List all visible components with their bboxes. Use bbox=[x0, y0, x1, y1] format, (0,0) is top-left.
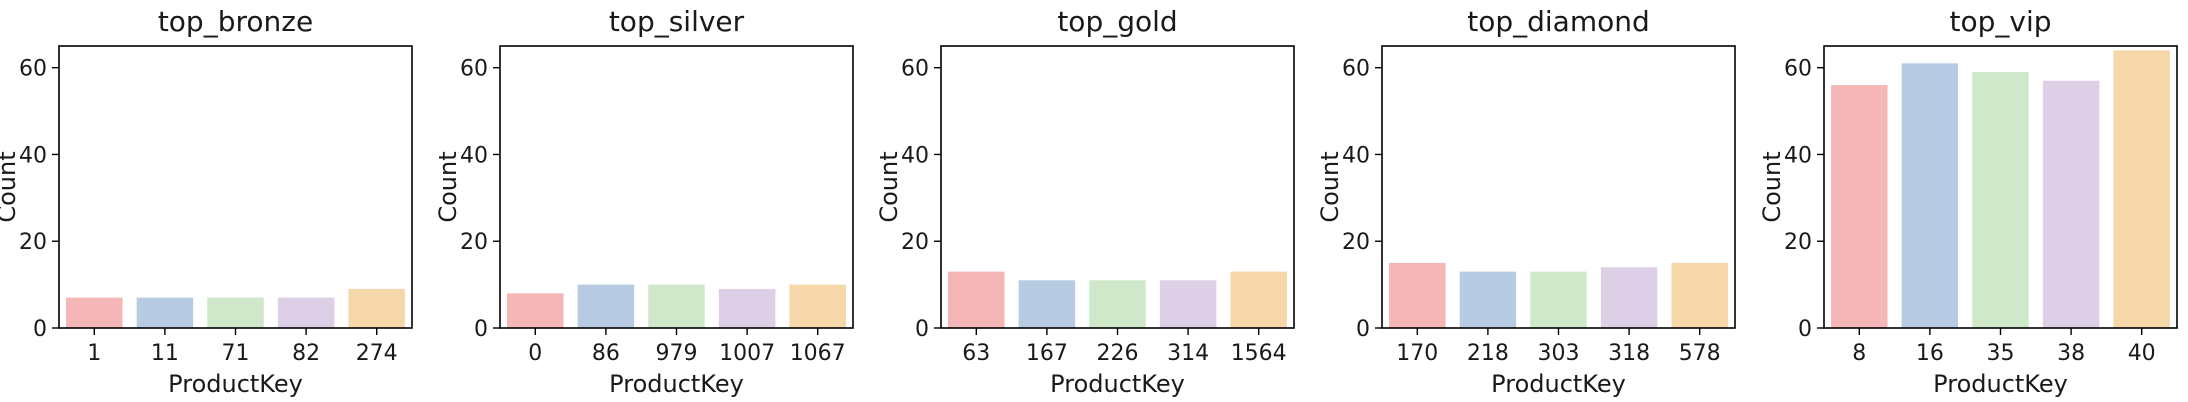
y-tick-label: 40 bbox=[460, 143, 488, 168]
y-axis-label: Count bbox=[1316, 151, 1344, 222]
y-tick-label: 60 bbox=[1784, 57, 1812, 82]
bar-1067 bbox=[789, 284, 846, 328]
x-tick-label: 578 bbox=[1679, 341, 1721, 366]
y-tick-label: 20 bbox=[1342, 230, 1370, 255]
x-tick-label: 226 bbox=[1097, 341, 1139, 366]
plot-frame bbox=[499, 45, 854, 329]
x-tick-label: 71 bbox=[222, 341, 250, 366]
y-tick-label: 20 bbox=[901, 230, 929, 255]
x-tick-label: 35 bbox=[1987, 341, 2015, 366]
x-tick-label: 38 bbox=[2057, 341, 2085, 366]
y-axis-label: Count bbox=[0, 151, 21, 222]
bar-1 bbox=[66, 297, 123, 328]
bar-63 bbox=[948, 271, 1005, 328]
x-tick-label: 218 bbox=[1467, 341, 1509, 366]
bar-71 bbox=[207, 297, 264, 328]
bar-578 bbox=[1671, 262, 1728, 328]
x-tick-label: 167 bbox=[1026, 341, 1068, 366]
bar-82 bbox=[277, 297, 335, 328]
y-tick-label: 20 bbox=[460, 230, 488, 255]
x-tick-label: 274 bbox=[356, 341, 398, 366]
x-axis-label: ProductKey bbox=[1491, 370, 1626, 398]
bar-1007 bbox=[718, 288, 776, 328]
y-tick-label: 60 bbox=[1342, 57, 1370, 82]
chart-panel-top_diamond: top_diamond 170 218 303 318 578 0 20 40 60 Product… bbox=[1316, 5, 1736, 398]
plot-frame bbox=[940, 45, 1295, 329]
y-tick-label: 40 bbox=[901, 143, 929, 168]
bar-170 bbox=[1389, 262, 1446, 328]
bar-318 bbox=[1600, 267, 1658, 328]
chart-title: top_bronze bbox=[158, 5, 313, 38]
plot-frame bbox=[58, 45, 413, 329]
chart-title: top_diamond bbox=[1467, 5, 1650, 38]
bar-35 bbox=[1972, 72, 2029, 329]
y-tick-label: 40 bbox=[1342, 143, 1370, 168]
x-tick-label: 1067 bbox=[790, 341, 846, 366]
x-tick-label: 1564 bbox=[1231, 341, 1287, 366]
x-axis-label: ProductKey bbox=[168, 370, 303, 398]
y-tick-label: 60 bbox=[901, 57, 929, 82]
y-tick-label: 0 bbox=[33, 317, 47, 342]
x-tick-label: 8 bbox=[1852, 341, 1866, 366]
chart-title: top_vip bbox=[1949, 5, 2051, 38]
x-tick-label: 979 bbox=[656, 341, 698, 366]
y-tick-label: 60 bbox=[19, 57, 47, 82]
chart-title: top_gold bbox=[1057, 5, 1177, 38]
x-tick-label: 314 bbox=[1167, 341, 1209, 366]
y-axis-label: Count bbox=[875, 151, 903, 222]
y-tick-label: 0 bbox=[915, 317, 929, 342]
y-tick-label: 40 bbox=[1784, 143, 1812, 168]
y-axis-label: Count bbox=[1758, 151, 1786, 222]
x-tick-label: 63 bbox=[962, 341, 990, 366]
bar-314 bbox=[1159, 280, 1217, 328]
bar-167 bbox=[1018, 280, 1076, 328]
plot-frame bbox=[1823, 45, 2178, 329]
bar-274 bbox=[348, 288, 405, 328]
bar-226 bbox=[1089, 280, 1146, 328]
bar-38 bbox=[2042, 80, 2100, 328]
bar-16 bbox=[1901, 63, 1959, 328]
y-tick-label: 20 bbox=[19, 230, 47, 255]
x-tick-label: 1007 bbox=[719, 341, 775, 366]
x-tick-label: 16 bbox=[1916, 341, 1944, 366]
chart-panel-top_vip: top_vip 8 16 35 38 40 0 20 40 60 ProductKey Count bbox=[1758, 5, 2178, 398]
x-tick-label: 0 bbox=[528, 341, 542, 366]
bar-8 bbox=[1831, 85, 1888, 329]
bar-1564 bbox=[1230, 271, 1287, 328]
x-tick-label: 303 bbox=[1538, 341, 1580, 366]
y-tick-label: 0 bbox=[1798, 317, 1812, 342]
x-tick-label: 11 bbox=[151, 341, 179, 366]
bar-218 bbox=[1459, 271, 1517, 328]
x-axis-label: ProductKey bbox=[1050, 370, 1185, 398]
bar-11 bbox=[136, 297, 194, 328]
x-axis-label: ProductKey bbox=[609, 370, 744, 398]
x-axis-label: ProductKey bbox=[1933, 370, 2068, 398]
x-tick-label: 40 bbox=[2128, 341, 2156, 366]
bar-979 bbox=[648, 284, 705, 328]
x-tick-label: 82 bbox=[292, 341, 320, 366]
chart-panel-top_gold: top_gold 63 167 226 314 1564 0 20 40 60 ProductKey… bbox=[875, 5, 1295, 398]
x-tick-label: 170 bbox=[1396, 341, 1438, 366]
bar-0 bbox=[507, 293, 564, 328]
chart-panel-top_silver: top_silver 0 86 979 1007 1067 0 20 40 60 ProductKe… bbox=[434, 5, 854, 398]
x-tick-label: 86 bbox=[592, 341, 620, 366]
plot-frame bbox=[1381, 45, 1736, 329]
chart-title: top_silver bbox=[609, 5, 745, 38]
y-tick-label: 60 bbox=[460, 57, 488, 82]
y-tick-label: 40 bbox=[19, 143, 47, 168]
bar-303 bbox=[1530, 271, 1587, 328]
y-tick-label: 0 bbox=[1356, 317, 1370, 342]
x-tick-label: 318 bbox=[1608, 341, 1650, 366]
y-tick-label: 20 bbox=[1784, 230, 1812, 255]
x-tick-label: 1 bbox=[87, 341, 101, 366]
bar-40 bbox=[2113, 50, 2170, 328]
y-tick-label: 0 bbox=[474, 317, 488, 342]
y-axis-label: Count bbox=[434, 151, 462, 222]
bar-86 bbox=[577, 284, 635, 328]
